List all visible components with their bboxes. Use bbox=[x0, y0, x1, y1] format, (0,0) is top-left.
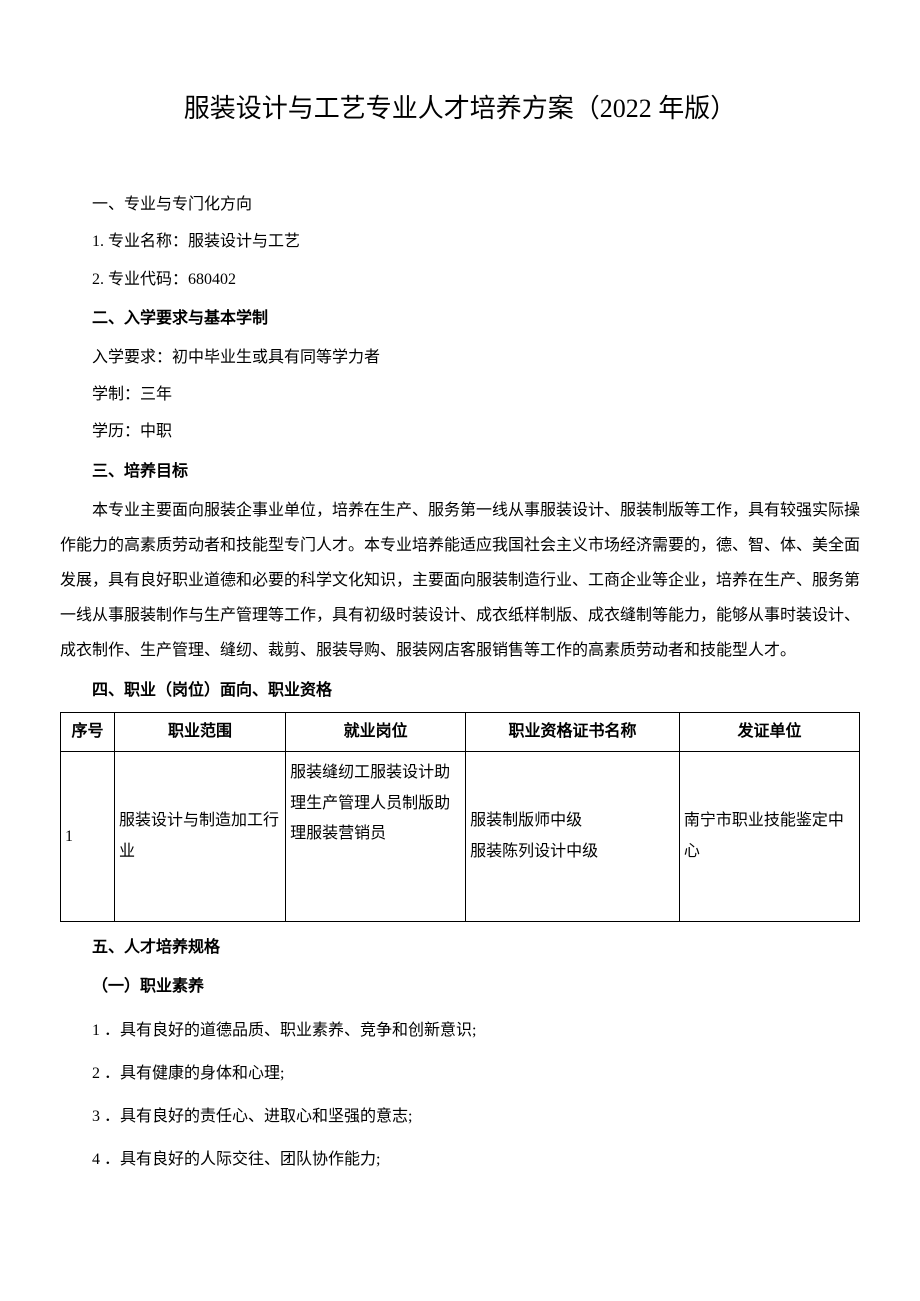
th-job: 就业岗位 bbox=[286, 712, 466, 751]
section3-heading: 三、培养目标 bbox=[60, 454, 860, 489]
section5-heading: 五、人才培养规格 bbox=[60, 930, 860, 965]
th-issuer: 发证单位 bbox=[679, 712, 859, 751]
td-cert: 服装制版师中级 服装陈列设计中级 bbox=[466, 752, 680, 922]
major-name-line: 1. 专业名称：服装设计与工艺 bbox=[60, 224, 860, 259]
quality-item-4: 4 ．具有良好的人际交往、团队协作能力; bbox=[60, 1142, 860, 1177]
th-seq: 序号 bbox=[61, 712, 115, 751]
table-row: 1 服装设计与制造加工行业 服装缝纫工服装设计助理生产管理人员制版助理服装营销员… bbox=[61, 752, 860, 922]
duration-line: 学制：三年 bbox=[60, 377, 860, 412]
td-issuer: 南宁市职业技能鉴定中心 bbox=[679, 752, 859, 922]
section2-heading: 二、入学要求与基本学制 bbox=[60, 301, 860, 336]
admission-req-line: 入学要求：初中毕业生或具有同等学力者 bbox=[60, 340, 860, 375]
table-header-row: 序号 职业范围 就业岗位 职业资格证书名称 发证单位 bbox=[61, 712, 860, 751]
th-cert: 职业资格证书名称 bbox=[466, 712, 680, 751]
education-level-line: 学历：中职 bbox=[60, 414, 860, 449]
th-scope: 职业范围 bbox=[115, 712, 286, 751]
td-seq: 1 bbox=[61, 752, 115, 922]
major-code-line: 2. 专业代码：680402 bbox=[60, 262, 860, 297]
quality-item-2: 2 ．具有健康的身体和心理; bbox=[60, 1056, 860, 1091]
document-title: 服装设计与工艺专业人才培养方案（2022 年版） bbox=[60, 80, 860, 137]
td-job: 服装缝纫工服装设计助理生产管理人员制版助理服装营销员 bbox=[286, 752, 466, 922]
td-scope: 服装设计与制造加工行业 bbox=[115, 752, 286, 922]
section4-heading: 四、职业（岗位）面向、职业资格 bbox=[60, 673, 860, 708]
career-table: 序号 职业范围 就业岗位 职业资格证书名称 发证单位 1 服装设计与制造加工行业… bbox=[60, 712, 860, 922]
quality-item-3: 3 ．具有良好的责任心、进取心和坚强的意志; bbox=[60, 1099, 860, 1134]
section5-sub1-heading: （一）职业素养 bbox=[60, 969, 860, 1004]
training-goal-body: 本专业主要面向服装企事业单位，培养在生产、服务第一线从事服装设计、服装制版等工作… bbox=[60, 493, 860, 669]
quality-item-1: 1 ．具有良好的道德品质、职业素养、竞争和创新意识; bbox=[60, 1013, 860, 1048]
section1-heading: 一、专业与专门化方向 bbox=[60, 187, 860, 222]
